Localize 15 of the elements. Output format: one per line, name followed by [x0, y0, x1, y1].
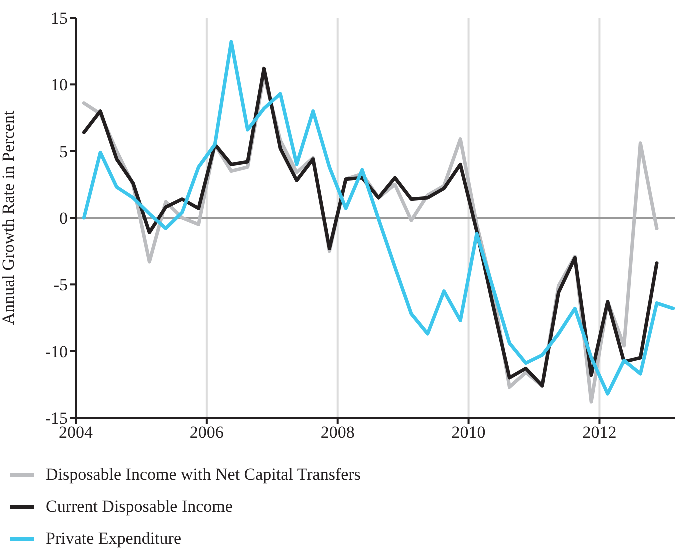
x-tick-label: 2004 [59, 423, 94, 442]
x-tick-label: 2012 [582, 423, 617, 442]
y-tick-label: -5 [54, 276, 68, 295]
y-axis-title: Annual Growth Rate in Percent [0, 110, 18, 326]
y-tick-label: 0 [60, 209, 68, 228]
x-tick-label: 2008 [320, 423, 355, 442]
x-tick-label: 2010 [452, 423, 486, 442]
legend-label: Private Expenditure [46, 529, 182, 549]
y-tick-label: -10 [45, 342, 68, 362]
legend-label: Disposable Income with Net Capital Transfers [46, 465, 361, 485]
x-tick-label: 2006 [190, 423, 224, 442]
y-tick-label: 15 [51, 9, 68, 28]
y-tick-label: 10 [51, 76, 68, 95]
legend-label: Current Disposable Income [46, 497, 233, 517]
y-tick-label: 5 [60, 142, 68, 162]
